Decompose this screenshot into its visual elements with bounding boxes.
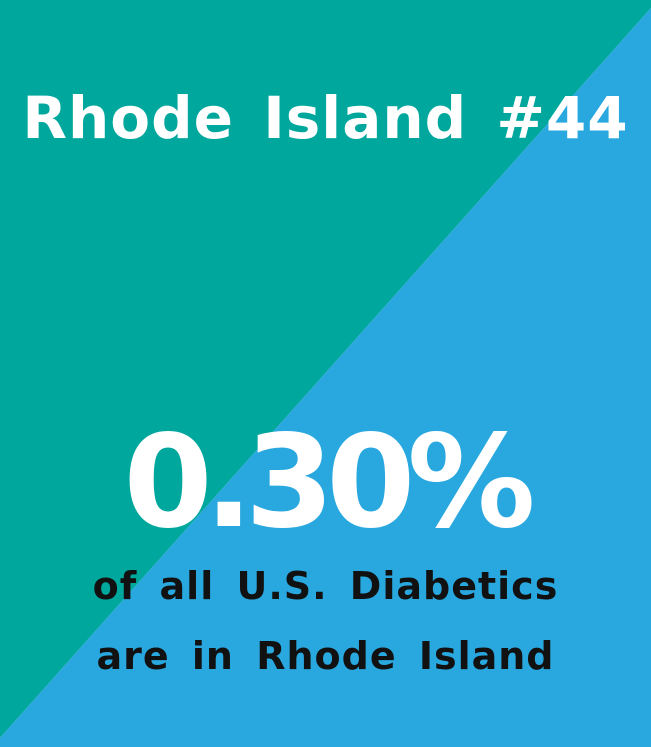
caption-line-2: are in Rhode Island	[96, 634, 555, 678]
state-rank-title: Rhode Island #44	[22, 84, 629, 152]
blue-lower-right-region	[0, 8, 651, 747]
caption-line-1: of all U.S. Diabetics	[92, 564, 559, 608]
diabetic-share-percentage: 0.30%	[123, 408, 535, 557]
